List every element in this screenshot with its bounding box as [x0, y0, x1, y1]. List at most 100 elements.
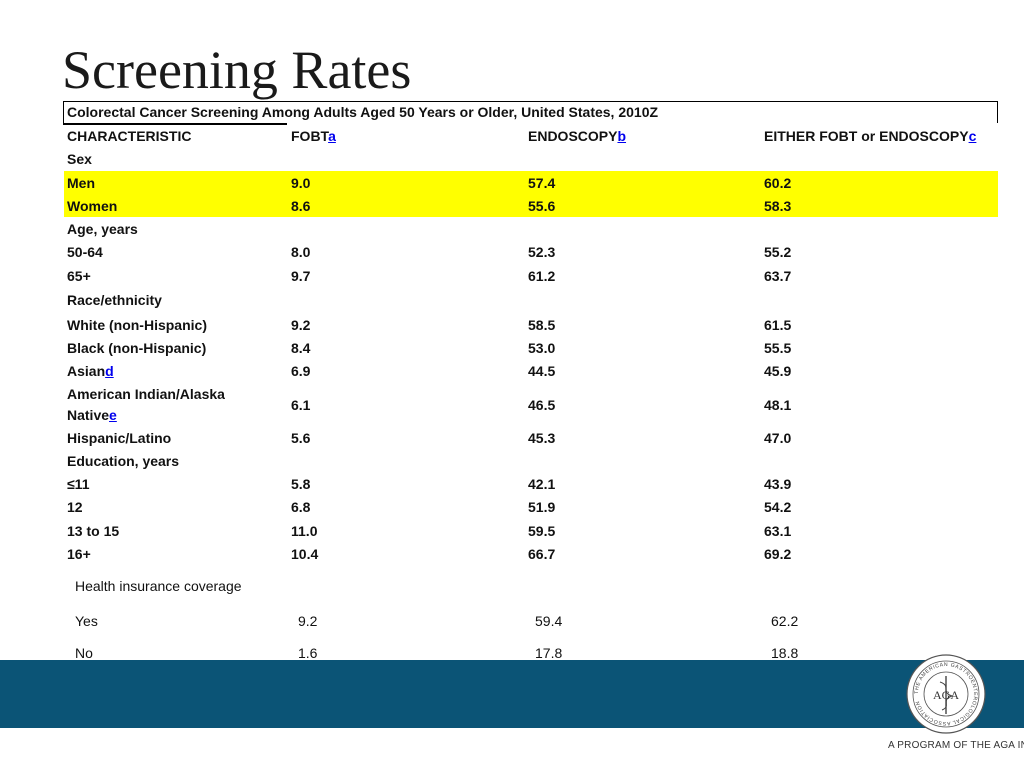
row-label: No — [75, 645, 93, 661]
cell-either: 43.9 — [764, 476, 792, 492]
cell-endoscopy: 59.4 — [535, 613, 563, 629]
section-row-insurance: Health insurance coverage — [64, 578, 998, 598]
cell-fobt: 10.4 — [291, 546, 319, 562]
table-row-edu-11: ≤11 5.8 42.1 43.9 — [64, 476, 998, 496]
section-label: Race/ethnicity — [67, 292, 162, 308]
section-row-education: Education, years — [64, 453, 998, 473]
cell-fobt: 9.2 — [298, 613, 318, 629]
cell-endoscopy: 61.2 — [528, 268, 556, 284]
cell-either: 60.2 — [764, 175, 792, 191]
row-label: Black (non-Hispanic) — [67, 340, 207, 356]
cell-either: 63.1 — [764, 523, 792, 539]
cell-fobt: 5.6 — [291, 430, 311, 446]
row-label: 16+ — [67, 546, 91, 562]
row-label: White (non-Hispanic) — [67, 317, 207, 333]
row-label: 65+ — [67, 268, 91, 284]
cell-endoscopy: 17.8 — [535, 645, 563, 661]
section-label: Health insurance coverage — [75, 578, 242, 594]
cell-fobt: 5.8 — [291, 476, 311, 492]
cell-fobt: 9.2 — [291, 317, 311, 333]
cell-fobt: 8.0 — [291, 244, 311, 260]
footnote-link-e[interactable]: e — [109, 407, 117, 423]
cell-endoscopy: 58.5 — [528, 317, 556, 333]
cell-fobt: 9.0 — [291, 175, 311, 191]
cell-endoscopy: 59.5 — [528, 523, 556, 539]
table-caption-row: Colorectal Cancer Screening Among Adults… — [64, 104, 998, 124]
cell-either: 69.2 — [764, 546, 792, 562]
page-title: Screening Rates — [62, 40, 412, 100]
section-row-race: Race/ethnicity — [64, 292, 998, 312]
row-label: ≤11 — [67, 476, 90, 492]
cell-endoscopy: 57.4 — [528, 175, 556, 191]
cell-either: 61.5 — [764, 317, 792, 333]
footnote-link-c[interactable]: c — [968, 128, 977, 144]
row-label: American Indian/Alaska Nativee — [67, 386, 225, 423]
footer-band — [0, 660, 1024, 728]
table-caption-box — [63, 101, 998, 123]
table-row-aian: American Indian/Alaska Nativee 6.1 46.5 … — [64, 384, 998, 428]
header-either: EITHER FOBT or ENDOSCOPYc — [764, 128, 977, 144]
row-label: 50-64 — [67, 244, 103, 260]
cell-either: 63.7 — [764, 268, 792, 284]
cell-endoscopy: 45.3 — [528, 430, 556, 446]
logo-letters: AGA — [933, 688, 959, 702]
cell-endoscopy: 46.5 — [528, 397, 556, 413]
cell-endoscopy: 42.1 — [528, 476, 556, 492]
cell-either: 54.2 — [764, 499, 792, 515]
table-row-edu-13-15: 13 to 15 11.0 59.5 63.1 — [64, 523, 998, 543]
cell-fobt: 8.6 — [291, 198, 311, 214]
row-label: Yes — [75, 613, 98, 629]
section-label: Age, years — [67, 221, 138, 237]
cell-either: 55.2 — [764, 244, 792, 260]
cell-either: 58.3 — [764, 198, 792, 214]
cell-fobt: 8.4 — [291, 340, 311, 356]
cell-fobt: 11.0 — [291, 523, 318, 539]
header-fobt: FOBTa — [291, 128, 336, 144]
aga-seal-logo: THE AMERICAN GASTROENTEROLOGICAL ASSOCIA… — [906, 654, 986, 734]
cell-endoscopy: 44.5 — [528, 363, 556, 379]
table-row-age-65: 65+ 9.7 61.2 63.7 — [64, 268, 998, 288]
footnote-link-d[interactable]: d — [105, 363, 114, 379]
cell-either: 55.5 — [764, 340, 792, 356]
table-row-men: Men 9.0 57.4 60.2 — [64, 171, 998, 194]
footer-tagline: A PROGRAM OF THE AGA INSTITUTE — [888, 740, 1024, 751]
table-row-age-50-64: 50-64 8.0 52.3 55.2 — [64, 244, 998, 264]
footnote-link-b[interactable]: b — [617, 128, 627, 144]
cell-endoscopy: 66.7 — [528, 546, 556, 562]
table-row-asian: Asiand 6.9 44.5 45.9 — [64, 363, 998, 383]
table-row-edu-12: 12 6.8 51.9 54.2 — [64, 499, 998, 519]
cell-either: 18.8 — [771, 645, 799, 661]
caption-underline — [63, 123, 287, 125]
row-label: Hispanic/Latino — [67, 430, 172, 446]
row-label: Asiand — [67, 363, 114, 379]
cell-either: 62.2 — [771, 613, 799, 629]
header-characteristic: CHARACTERISTIC — [67, 128, 192, 144]
footnote-link-a[interactable]: a — [328, 128, 336, 144]
cell-either: 45.9 — [764, 363, 792, 379]
cell-either: 47.0 — [764, 430, 792, 446]
cell-fobt: 9.7 — [291, 268, 311, 284]
row-label: 12 — [67, 499, 83, 515]
section-row-age: Age, years — [64, 221, 998, 241]
table-row-black: Black (non-Hispanic) 8.4 53.0 55.5 — [64, 340, 998, 360]
cell-either: 48.1 — [764, 397, 792, 413]
cell-endoscopy: 52.3 — [528, 244, 556, 260]
table-row-white: White (non-Hispanic) 9.2 58.5 61.5 — [64, 317, 998, 337]
table-caption: Colorectal Cancer Screening Among Adults… — [67, 104, 659, 120]
table-row-ins-yes: Yes 9.2 59.4 62.2 — [64, 613, 998, 633]
cell-endoscopy: 55.6 — [528, 198, 556, 214]
cell-fobt: 6.1 — [291, 397, 311, 413]
table-row-ins-no: No 1.6 17.8 18.8 — [64, 645, 998, 665]
section-row-sex: Sex — [64, 151, 998, 171]
cell-fobt: 6.8 — [291, 499, 311, 515]
cell-fobt: 6.9 — [291, 363, 311, 379]
cell-fobt: 1.6 — [298, 645, 318, 661]
table-row-edu-16: 16+ 10.4 66.7 69.2 — [64, 546, 998, 566]
cell-endoscopy: 51.9 — [528, 499, 556, 515]
table-header-row: CHARACTERISTIC FOBTa ENDOSCOPYb EITHER F… — [64, 128, 998, 148]
cell-endoscopy: 53.0 — [528, 340, 556, 356]
row-label: Men — [67, 175, 95, 191]
table-row-hispanic: Hispanic/Latino 5.6 45.3 47.0 — [64, 430, 998, 450]
table-row-women: Women 8.6 55.6 58.3 — [64, 194, 998, 217]
section-label: Sex — [67, 151, 92, 167]
